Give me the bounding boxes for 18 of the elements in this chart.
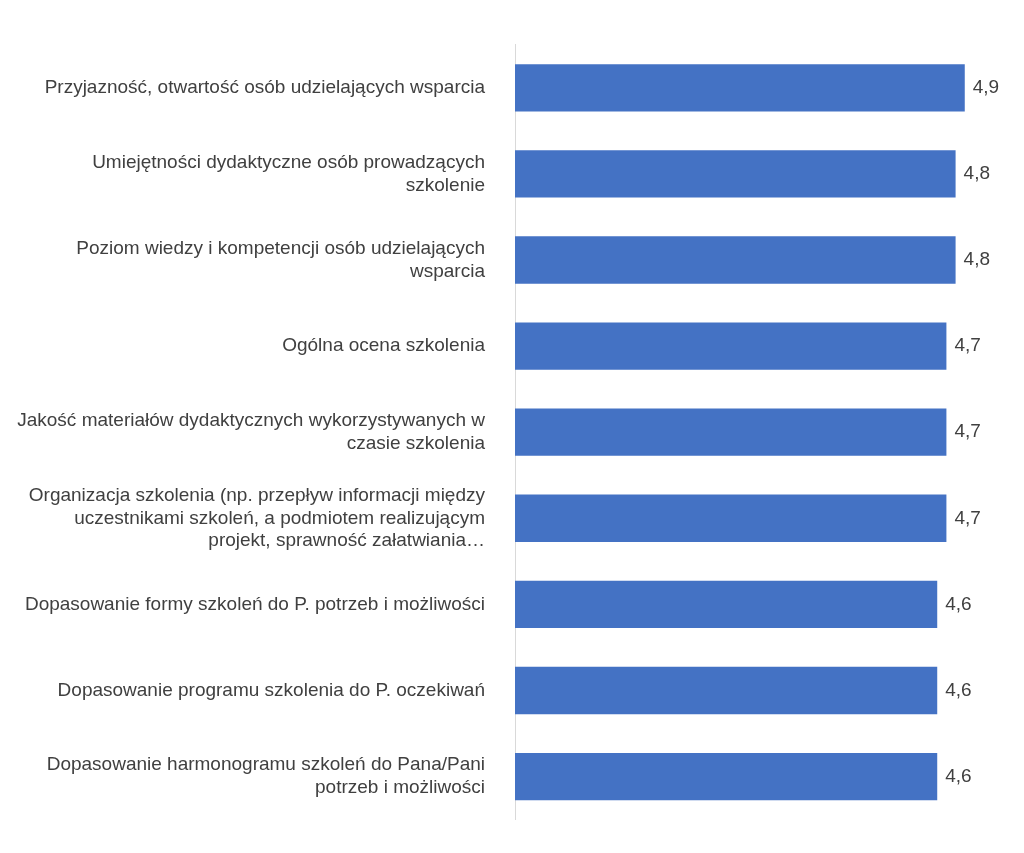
- data-label: 4,6: [945, 592, 972, 614]
- y-tick-label: Poziom wiedzy i kompetencji osób udzielających wsparcia: [76, 236, 486, 281]
- data-label: 4,6: [945, 764, 972, 786]
- data-label: 4,6: [945, 678, 972, 700]
- data-label: 4,7: [954, 506, 981, 528]
- data-label: 4,9: [972, 76, 1000, 98]
- y-tick-label: Dopasowanie programu szkolenia do P. oczekiwań: [57, 678, 485, 700]
- y-tick-label: Dopasowanie harmonogramu szkoleń do Pana/Pani potrzeb i możliwości: [46, 753, 485, 798]
- y-tick-label: Przyjazność, otwartość osób udzielających wsparcia: [44, 76, 486, 98]
- y-tick-label: Jakość materiałów dydaktycznych wykorzystywanych w czasie szkolenia: [17, 409, 486, 453]
- y-tick-label: Ogólna ocena szkolenia: [282, 334, 486, 356]
- data-label: 4,8: [963, 248, 991, 270]
- data-label: 4,8: [963, 162, 991, 184]
- y-tick-label: Dopasowanie formy szkoleń do P. potrzeb i możliwości: [24, 592, 485, 614]
- data-label: 4,7: [954, 420, 981, 442]
- data-label: 4,7: [954, 334, 981, 356]
- y-tick-label: Umiejętności dydaktyczne osób prowadzących szkolenie: [92, 150, 485, 195]
- y-tick-label: Organizacja szkolenia (np. przepływ informacji między uczestnikami szkoleń, a podmiotem realizującym projekt, sprawność załatwiania…: [28, 483, 486, 551]
